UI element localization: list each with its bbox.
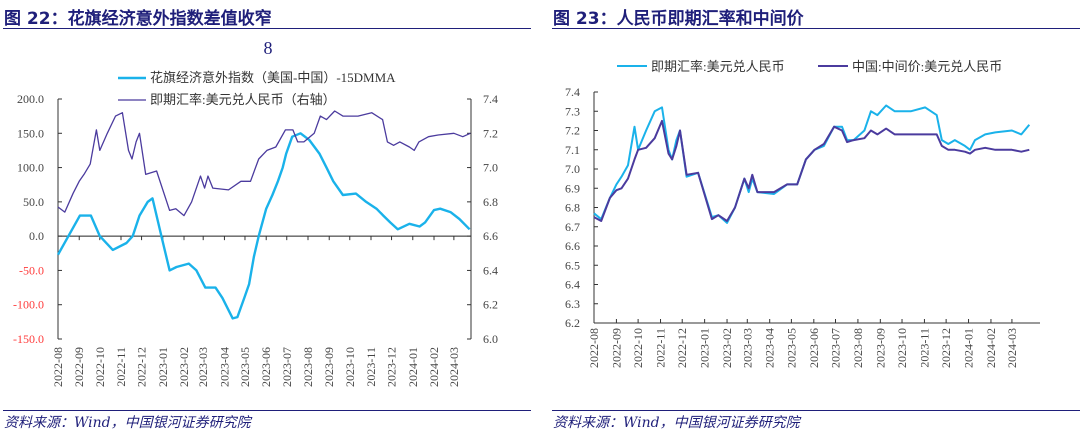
x-tick-label: 2023-09 xyxy=(873,328,887,368)
x-tick-label: 2023-12 xyxy=(385,347,399,387)
left-y-tick-label: 0.0 xyxy=(29,229,44,243)
left-source-note: 资料来源：Wind，中国银河证券研究院 xyxy=(4,415,251,431)
x-tick-label: 2023-10 xyxy=(895,328,909,368)
legend-label: 即期汇率:美元兑人民币 xyxy=(651,59,785,74)
x-tick-label: 2023-12 xyxy=(939,328,953,368)
central-parity-line xyxy=(593,119,1030,222)
left-y-tick-label: 100.0 xyxy=(17,161,44,175)
x-tick-label: 2023-11 xyxy=(917,328,931,368)
legend-label: 中国:中间价:美元兑人民币 xyxy=(852,59,1002,74)
surprise-index-line xyxy=(56,132,471,320)
right-y-tick-label: 7.0 xyxy=(483,161,498,175)
x-tick-label: 2023-05 xyxy=(238,347,252,387)
right-y-tick-label: 6.8 xyxy=(483,195,498,209)
x-tick-label: 2022-10 xyxy=(93,347,107,387)
chart-title: 8 xyxy=(264,38,273,58)
x-tick-label: 2022-11 xyxy=(114,347,128,387)
y-tick-label: 7.4 xyxy=(565,85,580,99)
x-tick-label: 2023-04 xyxy=(217,347,231,387)
y-tick-label: 7.1 xyxy=(565,143,580,157)
right-figure-title: 图 23：人民币即期汇率和中间价 xyxy=(553,9,804,29)
x-tick-label: 2022-09 xyxy=(72,347,86,387)
right-source-note: 资料来源：Wind，中国银河证券研究院 xyxy=(553,415,800,431)
x-tick-label: 2023-01 xyxy=(156,347,170,387)
x-tick-label: 2023-06 xyxy=(259,347,273,387)
right-y-tick-label: 6.0 xyxy=(483,332,498,346)
x-tick-label: 2024-01 xyxy=(406,347,420,387)
legend-label: 花旗经济意外指数（美国-中国）-15DMMA xyxy=(150,70,396,85)
left-y-tick-label: 50.0 xyxy=(23,195,44,209)
x-tick-label: 2024-01 xyxy=(962,328,976,368)
spot-rate-line xyxy=(57,110,471,217)
x-tick-label: 2022-09 xyxy=(609,328,623,368)
right-y-tick-label: 7.4 xyxy=(483,92,498,106)
right-y-tick-label: 6.6 xyxy=(483,229,498,243)
x-tick-label: 2023-04 xyxy=(763,328,777,368)
right-y-tick-label: 6.2 xyxy=(483,298,498,312)
x-tick-label: 2022-08 xyxy=(51,347,65,387)
y-tick-label: 6.7 xyxy=(565,220,580,234)
legend-label: 即期汇率:美元兑人民币（右轴） xyxy=(150,92,336,107)
right-footer-rule xyxy=(552,410,1080,411)
x-tick-label: 2023-02 xyxy=(177,347,191,387)
x-tick-label: 2023-01 xyxy=(698,328,712,368)
y-tick-label: 6.2 xyxy=(565,316,580,330)
x-tick-label: 2023-09 xyxy=(322,347,336,387)
x-tick-label: 2023-06 xyxy=(807,328,821,368)
x-tick-label: 2023-07 xyxy=(828,328,842,368)
left-y-tick-label: -50.0 xyxy=(19,263,44,277)
x-tick-label: 2024-03 xyxy=(1005,328,1019,368)
left-figure-title: 图 22：花旗经济意外指数差值收窄 xyxy=(4,9,272,29)
y-tick-label: 7.0 xyxy=(565,162,580,176)
y-tick-label: 6.6 xyxy=(565,239,580,253)
surprise-index-chart: 8 200.0 150.0 100.0 50.0 0.0 -50.0 -100.0 -150.0… xyxy=(13,38,498,387)
x-tick-label: 2023-03 xyxy=(196,347,210,387)
x-tick-label: 2023-07 xyxy=(280,347,294,387)
y-tick-label: 7.3 xyxy=(565,104,580,118)
left-footer-rule xyxy=(3,410,531,411)
y-tick-label: 7.2 xyxy=(565,124,580,138)
x-tick-label: 2022-10 xyxy=(631,328,645,368)
x-tick-label: 2023-02 xyxy=(720,328,734,368)
x-tick-label: 2023-03 xyxy=(740,328,754,368)
left-y-tick-label: 150.0 xyxy=(17,126,44,140)
right-title-rule xyxy=(552,28,1080,29)
x-tick-label: 2022-12 xyxy=(675,328,689,368)
y-tick-label: 6.3 xyxy=(565,297,580,311)
x-tick-label: 2024-03 xyxy=(447,347,461,387)
y-tick-label: 6.8 xyxy=(565,201,580,215)
left-y-tick-label: -150.0 xyxy=(13,332,44,346)
x-tick-label: 2024-02 xyxy=(984,328,998,368)
y-tick-label: 6.4 xyxy=(565,278,580,292)
y-tick-label: 6.9 xyxy=(565,181,580,195)
right-y-tick-label: 7.2 xyxy=(483,126,498,140)
left-title-rule xyxy=(3,28,531,29)
y-tick-label: 6.5 xyxy=(565,258,580,272)
x-tick-label: 2023-11 xyxy=(364,347,378,387)
spot-rate-line xyxy=(593,104,1031,224)
x-tick-label: 2023-10 xyxy=(343,347,357,387)
x-tick-label: 2023-08 xyxy=(851,328,865,368)
fx-rate-chart: 7.4 7.3 7.2 7.1 7.0 6.9 6.8 6.7 6.6 6.5 6.4 6.3 6.2 2… xyxy=(565,59,1040,368)
left-y-tick-label: 200.0 xyxy=(17,92,44,106)
right-y-tick-label: 6.4 xyxy=(483,263,498,277)
x-tick-label: 2022-11 xyxy=(654,328,668,368)
x-tick-label: 2023-08 xyxy=(301,347,315,387)
x-tick-label: 2022-12 xyxy=(135,347,149,387)
left-y-tick-label: -100.0 xyxy=(13,298,44,312)
x-tick-label: 2022-08 xyxy=(587,328,601,368)
x-tick-label: 2024-02 xyxy=(427,347,441,387)
x-tick-label: 2023-05 xyxy=(784,328,798,368)
